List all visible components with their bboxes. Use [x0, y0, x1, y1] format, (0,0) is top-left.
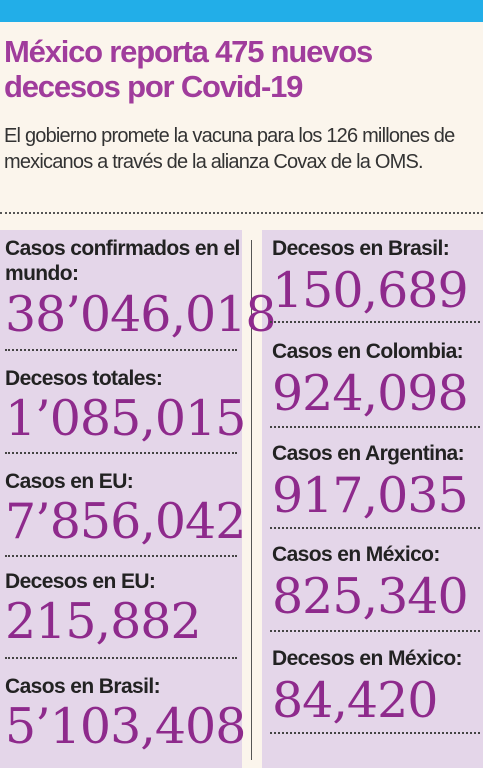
stat-label: Decesos en México:	[272, 647, 463, 670]
stat-label: Casos en Colombia:	[272, 340, 464, 363]
left-stats-panel	[0, 230, 242, 768]
stat-label: Casos en EU:	[5, 470, 134, 493]
right-stats-panel	[262, 230, 483, 768]
dotted-divider	[270, 527, 480, 529]
dotted-divider	[5, 349, 237, 351]
stat-label: Casos en Argentina:	[272, 442, 465, 465]
top-accent-bar	[0, 0, 483, 22]
stat-value: 215,882	[5, 593, 202, 650]
stat-value: 825,340	[272, 568, 469, 625]
dotted-divider	[5, 657, 237, 659]
stat-decesos-mexico: Decesos en México: 84,420	[272, 646, 480, 726]
dotted-divider	[0, 212, 483, 214]
stat-decesos-totales: Decesos totales: 1’085,015	[5, 366, 246, 447]
stat-label: Casos en Brasil:	[5, 675, 161, 698]
stat-label: Decesos totales:	[5, 367, 163, 390]
stat-label: Decesos en EU:	[5, 570, 156, 593]
dotted-divider	[5, 452, 237, 454]
stat-value: 7’856,042	[5, 493, 246, 550]
dotted-divider	[270, 630, 480, 632]
stat-label: Decesos en Brasil:	[272, 237, 450, 260]
stat-value: 924,098	[272, 365, 469, 422]
stat-casos-colombia: Casos en Colombia: 924,098	[272, 339, 480, 419]
headline: México reporta 475 nuevos decesos por Co…	[4, 34, 373, 104]
stat-value: 38’046,018	[5, 286, 277, 343]
stat-label: Casos en México:	[272, 543, 440, 566]
stat-value: 1’085,015	[5, 390, 246, 447]
stat-decesos-eu: Decesos en EU: 215,882	[5, 569, 240, 647]
stat-value: 917,035	[272, 467, 469, 524]
stat-casos-mexico: Casos en México: 825,340	[272, 542, 480, 622]
stat-casos-argentina: Casos en Argentina: 917,035	[272, 441, 480, 521]
dotted-divider	[270, 426, 480, 428]
stat-value: 84,420	[272, 672, 438, 729]
stat-casos-mundo: Casos confirmados en el mundo: 38’046,01…	[5, 236, 277, 343]
stat-label: Casos confirmados en el mundo:	[5, 237, 240, 285]
stat-value: 5’103,408	[5, 698, 246, 755]
stat-casos-eu: Casos en EU: 7’856,042	[5, 469, 246, 550]
stat-value: 150,689	[272, 262, 469, 319]
dotted-divider	[5, 555, 237, 557]
stat-decesos-brasil: Decesos en Brasil: 150,689	[272, 236, 480, 316]
dotted-divider	[270, 321, 480, 323]
lede: El gobierno promete la vacuna para los 1…	[4, 125, 455, 173]
dotted-divider	[270, 732, 480, 734]
column-divider	[251, 240, 252, 760]
stat-casos-brasil: Casos en Brasil: 5’103,408	[5, 674, 246, 755]
